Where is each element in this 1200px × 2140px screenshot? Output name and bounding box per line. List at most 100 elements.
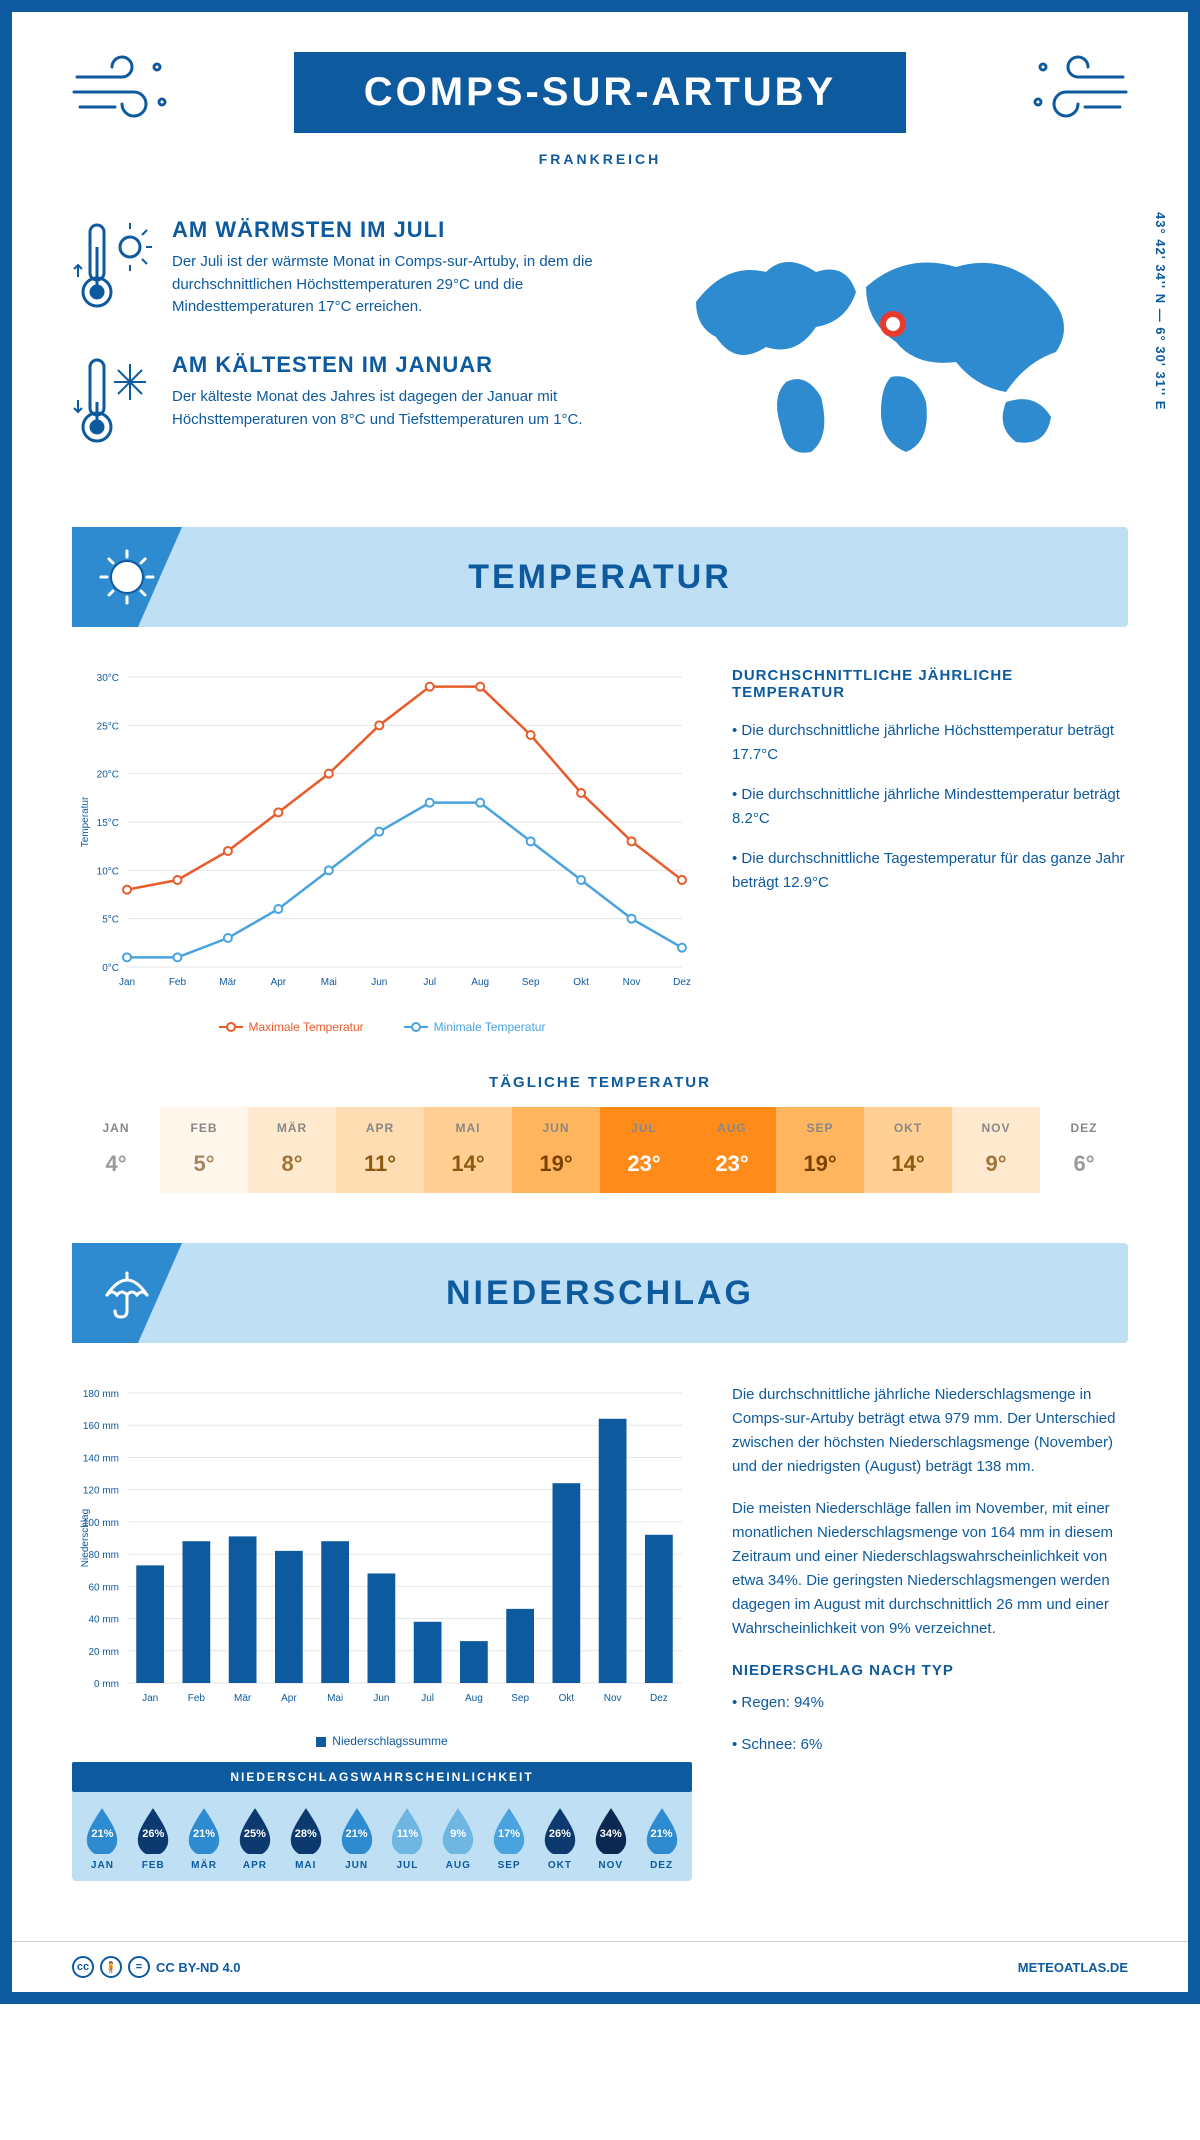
coldest-block: AM KÄLTESTEN IM JANUAR Der kälteste Mona… [72, 352, 604, 457]
svg-text:Feb: Feb [169, 977, 187, 988]
svg-text:160 mm: 160 mm [83, 1421, 119, 1432]
section-title: TEMPERATUR [468, 558, 732, 597]
header: COMPS-SUR-ARTUBY FRANKREICH [12, 12, 1188, 187]
umbrella-icon [72, 1243, 182, 1343]
svg-text:Jan: Jan [119, 977, 135, 988]
temperature-notes: DURCHSCHNITTLICHE JÄHRLICHE TEMPERATUR •… [732, 667, 1128, 1034]
prob-drop: 34% NOV [586, 1806, 635, 1871]
section-header-precip: NIEDERSCHLAG [72, 1243, 1128, 1343]
prob-drop: 21% DEZ [637, 1806, 686, 1871]
svg-text:Niederschlag: Niederschlag [80, 1509, 91, 1567]
svg-text:0°C: 0°C [102, 963, 119, 974]
svg-text:15°C: 15°C [97, 818, 119, 829]
svg-text:Mai: Mai [321, 977, 337, 988]
coldest-text: Der kälteste Monat des Jahres ist dagege… [172, 386, 604, 431]
svg-text:60 mm: 60 mm [88, 1582, 119, 1593]
svg-text:Okt: Okt [573, 977, 589, 988]
svg-text:Jul: Jul [423, 977, 436, 988]
prob-drop: 28% MAI [281, 1806, 330, 1871]
precip-bar-chart: 0 mm20 mm40 mm60 mm80 mm100 mm120 mm140 … [72, 1383, 692, 1921]
svg-text:Jun: Jun [373, 1693, 389, 1704]
infographic-page: COMPS-SUR-ARTUBY FRANKREICH 43° 42' 34''… [0, 0, 1200, 2004]
license-text: CC BY-ND 4.0 [156, 1960, 241, 1975]
svg-text:5°C: 5°C [102, 915, 119, 926]
nd-icon: = [128, 1956, 150, 1978]
svg-text:Okt: Okt [559, 1693, 575, 1704]
svg-text:80 mm: 80 mm [88, 1550, 119, 1561]
section-header-temperature: TEMPERATUR [72, 527, 1128, 627]
svg-text:0 mm: 0 mm [94, 1679, 119, 1690]
warmest-title: AM WÄRMSTEN IM JULI [172, 217, 604, 243]
summary-row: AM WÄRMSTEN IM JULI Der Juli ist der wär… [12, 187, 1188, 527]
prob-drop: 21% JAN [78, 1806, 127, 1871]
brand: METEOATLAS.DE [1018, 1960, 1128, 1975]
thermometer-snow-icon [72, 352, 152, 457]
svg-text:180 mm: 180 mm [83, 1389, 119, 1400]
svg-text:140 mm: 140 mm [83, 1453, 119, 1464]
svg-text:Mär: Mär [219, 977, 237, 988]
notes-bullet: • Die durchschnittliche jährliche Mindes… [732, 783, 1128, 831]
prob-drop: 21% JUN [332, 1806, 381, 1871]
daily-temp-table: JANFEBMÄRAPRMAIJUNJULAUGSEPOKTNOVDEZ4°5°… [72, 1107, 1128, 1193]
svg-text:Sep: Sep [511, 1693, 529, 1704]
world-map [644, 217, 1128, 487]
prob-grid: 21% JAN 26% FEB 21% MÄR 25% APR [72, 1792, 692, 1881]
sun-icon [72, 527, 182, 627]
svg-text:Temperatur: Temperatur [80, 796, 91, 847]
prob-drop: 25% APR [230, 1806, 279, 1871]
notes-bullet: • Die durchschnittliche Tagestemperatur … [732, 847, 1128, 895]
cc-icon: cc [72, 1956, 94, 1978]
svg-text:120 mm: 120 mm [83, 1486, 119, 1497]
svg-text:Dez: Dez [650, 1693, 668, 1704]
daily-temp-title: TÄGLICHE TEMPERATUR [12, 1074, 1188, 1091]
prob-title: NIEDERSCHLAGSWAHRSCHEINLICHKEIT [72, 1762, 692, 1792]
warmest-block: AM WÄRMSTEN IM JULI Der Juli ist der wär… [72, 217, 604, 322]
footer: cc 🧍 = CC BY-ND 4.0 METEOATLAS.DE [12, 1941, 1188, 1992]
svg-text:Aug: Aug [465, 1693, 483, 1704]
by-icon: 🧍 [100, 1956, 122, 1978]
temperature-line-chart: 0°C5°C10°C15°C20°C25°C30°CJanFebMärAprMa… [72, 667, 692, 1034]
license: cc 🧍 = CC BY-ND 4.0 [72, 1956, 241, 1978]
legend-max: Maximale Temperatur [249, 1020, 364, 1034]
wind-icon [72, 52, 172, 127]
svg-text:Dez: Dez [673, 977, 691, 988]
svg-text:25°C: 25°C [97, 721, 119, 732]
svg-text:30°C: 30°C [97, 673, 119, 684]
prob-drop: 11% JUL [383, 1806, 432, 1871]
svg-text:20°C: 20°C [97, 770, 119, 781]
section-title: NIEDERSCHLAG [446, 1274, 754, 1313]
country-label: FRANKREICH [72, 151, 1128, 167]
svg-text:Jul: Jul [421, 1693, 434, 1704]
legend-min: Minimale Temperatur [434, 1020, 546, 1034]
precip-notes: Die durchschnittliche jährliche Niedersc… [732, 1383, 1128, 1921]
precip-type-heading: NIEDERSCHLAG NACH TYP [732, 1659, 1128, 1683]
svg-text:Feb: Feb [188, 1693, 206, 1704]
precip-type: • Schnee: 6% [732, 1733, 1128, 1757]
warmest-text: Der Juli ist der wärmste Monat in Comps-… [172, 251, 604, 319]
precip-legend: Niederschlagssumme [332, 1734, 447, 1748]
prob-drop: 9% AUG [434, 1806, 483, 1871]
prob-drop: 26% FEB [129, 1806, 178, 1871]
coldest-title: AM KÄLTESTEN IM JANUAR [172, 352, 604, 378]
svg-text:Aug: Aug [471, 977, 489, 988]
svg-text:20 mm: 20 mm [88, 1647, 119, 1658]
prob-drop: 26% OKT [535, 1806, 584, 1871]
svg-text:Jan: Jan [142, 1693, 158, 1704]
wind-icon [1028, 52, 1128, 127]
notes-heading: DURCHSCHNITTLICHE JÄHRLICHE TEMPERATUR [732, 667, 1128, 701]
precip-type: • Regen: 94% [732, 1691, 1128, 1715]
svg-text:Jun: Jun [371, 977, 387, 988]
thermometer-sun-icon [72, 217, 152, 322]
svg-text:Apr: Apr [271, 977, 287, 988]
svg-text:Mai: Mai [327, 1693, 343, 1704]
prob-drop: 21% MÄR [180, 1806, 229, 1871]
precip-para: Die meisten Niederschläge fallen im Nove… [732, 1497, 1128, 1641]
precip-para: Die durchschnittliche jährliche Niedersc… [732, 1383, 1128, 1479]
svg-text:40 mm: 40 mm [88, 1615, 119, 1626]
notes-bullet: • Die durchschnittliche jährliche Höchst… [732, 719, 1128, 767]
page-title: COMPS-SUR-ARTUBY [294, 52, 906, 133]
svg-text:Nov: Nov [623, 977, 641, 988]
svg-text:Mär: Mär [234, 1693, 252, 1704]
prob-drop: 17% SEP [485, 1806, 534, 1871]
svg-text:Sep: Sep [522, 977, 540, 988]
